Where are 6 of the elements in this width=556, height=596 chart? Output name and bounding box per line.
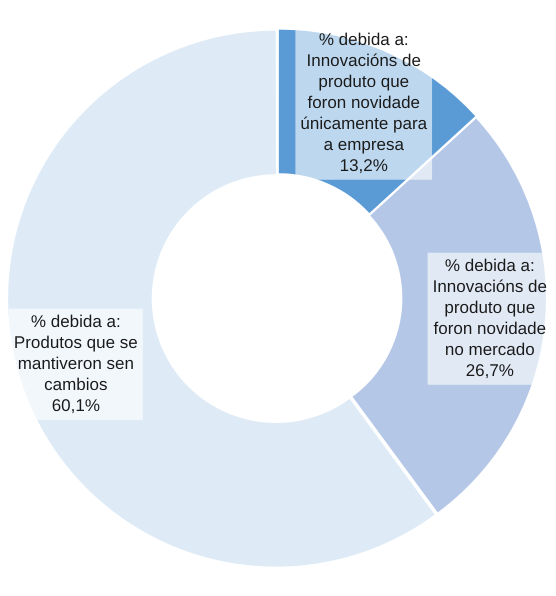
- slice-label: % debida a: Innovacións de produto que foron novidade no mercado: [432, 256, 547, 359]
- slice-label: % debida a: Produtos que se mantiveron sen cambios: [14, 312, 138, 394]
- data-label: 13,2%: [340, 156, 388, 175]
- data-label: 60,1%: [52, 396, 100, 416]
- data-label: 26,7%: [466, 360, 514, 380]
- slice-label: % debida a: Innovacións de produto que foron novidade únicamente para a empresa: [300, 30, 428, 154]
